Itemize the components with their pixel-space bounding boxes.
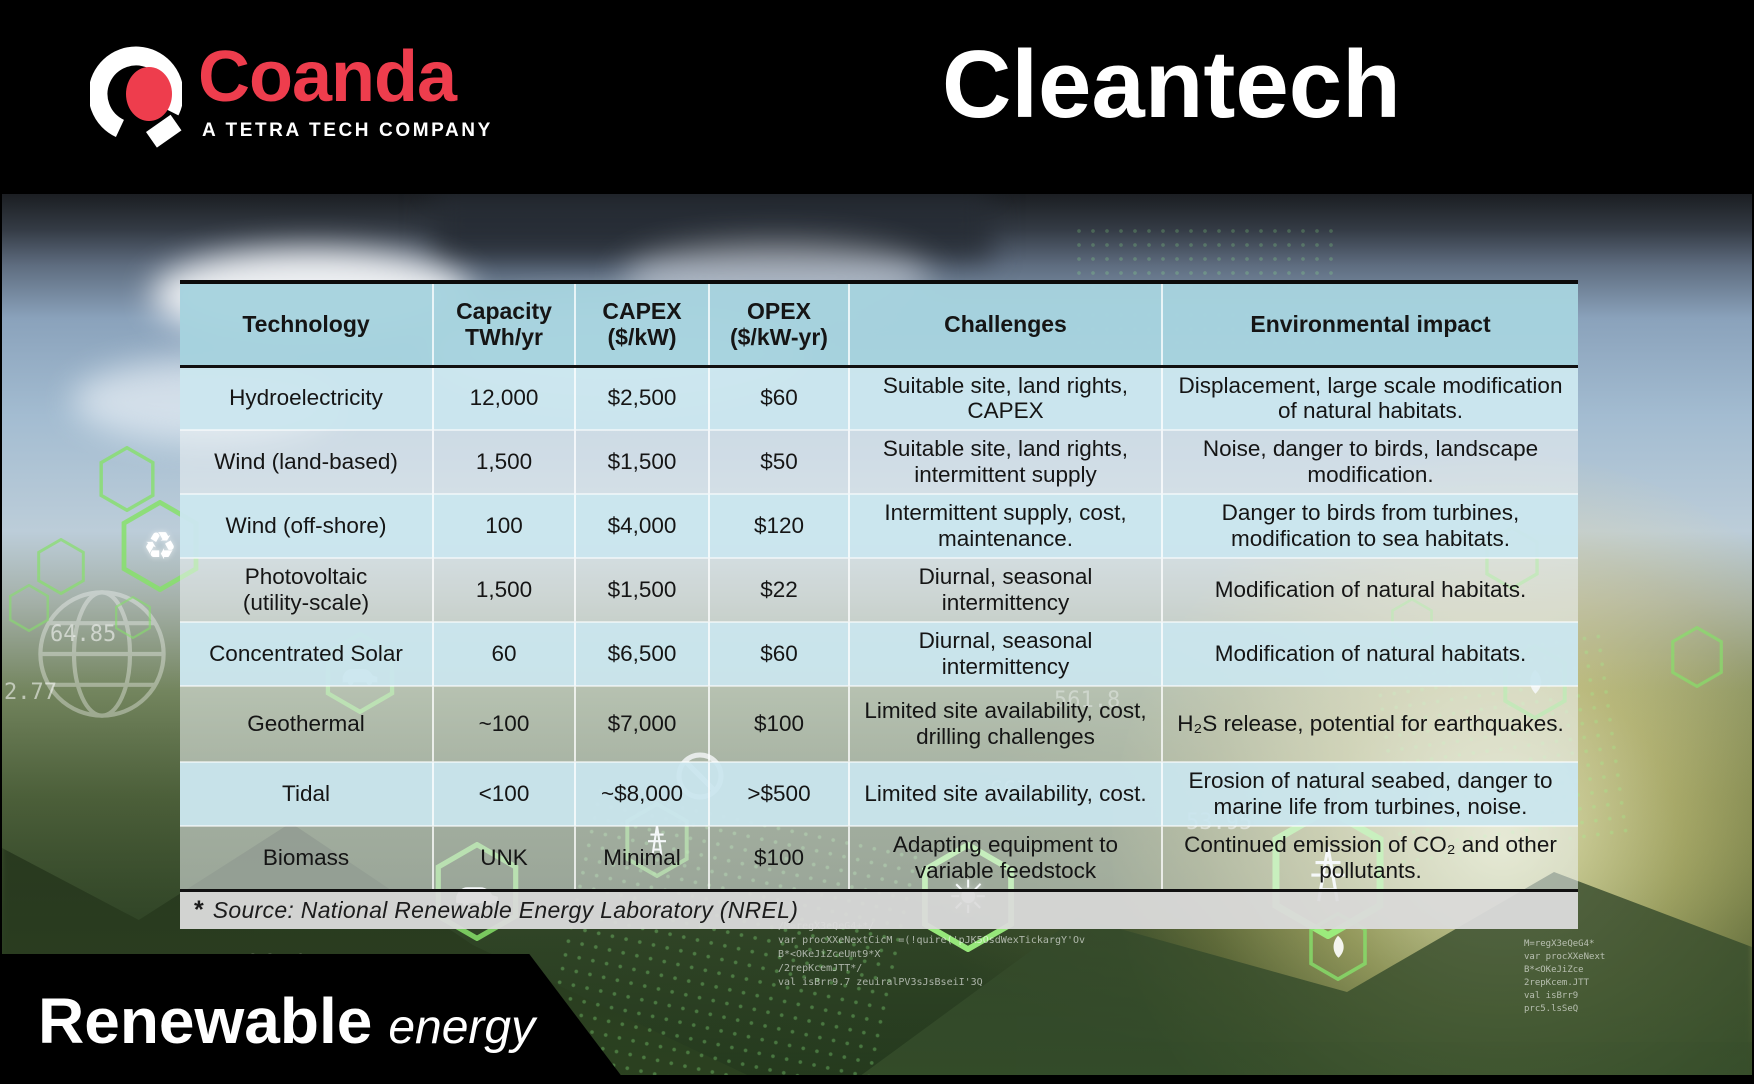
table-row-geothermal: Geothermal ~100 $7,000 $100 Limited site… — [180, 685, 1578, 762]
cell-opex: $120 — [708, 493, 849, 558]
table-row-hydroelectricity: Hydroelectricity 12,000 $2,500 $60 Suita… — [180, 366, 1578, 430]
table-row-tidal: Tidal <100 ~$8,000 >$500 Limited site av… — [180, 761, 1578, 826]
column-header-challenges: Challenges — [848, 282, 1162, 368]
brand-name: Coanda — [198, 37, 457, 117]
cell-technology: Concentrated Solar — [180, 621, 433, 686]
source-text: Source: National Renewable Energy Labora… — [212, 896, 799, 923]
cell-capacity: ~100 — [432, 685, 575, 762]
source-asterisk: * — [194, 895, 204, 924]
footer-title-primary: Renewable — [38, 985, 373, 1057]
coanda-logo-mark-icon — [90, 46, 182, 148]
cell-technology: Wind (land-based) — [180, 429, 433, 494]
hexagon-decoration — [36, 538, 86, 595]
cloud-decoration — [72, 359, 342, 443]
leaf-icon — [1308, 912, 1368, 981]
table-row-photovoltaic: Photovoltaic (utility-scale) 1,500 $1,500… — [180, 557, 1578, 622]
cell-opex: $22 — [708, 557, 849, 622]
cell-impact: Modification of natural habitats. — [1161, 557, 1578, 622]
cell-capex: $1,500 — [574, 557, 709, 622]
globe-icon — [38, 590, 166, 718]
cell-challenges: Suitable site, land rights, CAPEX — [848, 366, 1162, 430]
cell-capex: $1,500 — [574, 429, 709, 494]
coanda-logo: Coanda A TETRA TECH COMPANY — [90, 30, 510, 170]
column-header-impact: Environmental impact — [1161, 282, 1578, 368]
source-note: * Source: National Renewable Energy Labo… — [180, 891, 1578, 929]
table-row-wind-offshore: Wind (off-shore) 100 $4,000 $120 Intermi… — [180, 493, 1578, 558]
cell-capex: $7,000 — [574, 685, 709, 762]
column-header-opex: OPEX ($/kW-yr) — [708, 282, 849, 368]
cell-challenges: Diurnal, seasonal intermittency — [848, 557, 1162, 622]
column-header-capacity: Capacity TWh/yr — [432, 282, 575, 368]
cell-technology: Wind (off-shore) — [180, 493, 433, 558]
hexagon-decoration — [114, 596, 152, 639]
cell-impact: Modification of natural habitats. — [1161, 621, 1578, 686]
cell-technology: Tidal — [180, 761, 433, 826]
cell-impact: Displacement, large scale modification o… — [1161, 366, 1578, 430]
cell-technology: Geothermal — [180, 685, 433, 762]
cell-opex: $60 — [708, 621, 849, 686]
cell-capacity: 12,000 — [432, 366, 575, 430]
table-header-row: Technology Capacity TWh/yr CAPEX ($/kW) OP… — [180, 282, 1578, 368]
cell-capacity: 100 — [432, 493, 575, 558]
cell-opex: $50 — [708, 429, 849, 494]
recycle-icon: ♻ — [142, 524, 178, 568]
cell-opex: $100 — [708, 685, 849, 762]
cell-capacity: UNK — [432, 825, 575, 892]
brand-tagline: A TETRA TECH COMPANY — [202, 120, 493, 141]
cell-impact: Continued emission of CO₂ and other poll… — [1161, 825, 1578, 892]
cell-challenges: Intermittent supply, cost, maintenance. — [848, 493, 1162, 558]
cell-capex: $2,500 — [574, 366, 709, 430]
column-header-technology: Technology — [180, 282, 433, 368]
cell-challenges: Suitable site, land rights, intermittent… — [848, 429, 1162, 494]
footer-title-secondary: energy — [388, 1001, 536, 1054]
cell-impact: Noise, danger to birds, landscape modifi… — [1161, 429, 1578, 494]
background-number: 2.77 — [4, 680, 57, 705]
cell-impact: Erosion of natural seabed, danger to mar… — [1161, 761, 1578, 826]
cell-technology: Biomass — [180, 825, 433, 892]
cell-capex: Minimal — [574, 825, 709, 892]
hexagon-decoration — [1670, 626, 1724, 688]
table-row-wind-land: Wind (land-based) 1,500 $1,500 $50 Suita… — [180, 429, 1578, 494]
background-number: 64.85 — [50, 622, 117, 647]
footer-banner: Renewable energy — [2, 954, 626, 1082]
column-header-capex: CAPEX ($/kW) — [574, 282, 709, 368]
cell-capacity: 60 — [432, 621, 575, 686]
cell-opex: $100 — [708, 825, 849, 892]
cell-technology: Photovoltaic (utility-scale) — [180, 557, 433, 622]
cell-impact: Danger to birds from turbines, modificat… — [1161, 493, 1578, 558]
page-title: Cleantech — [942, 31, 1401, 138]
cell-capacity: 1,500 — [432, 429, 575, 494]
cell-challenges: Limited site availability, cost. — [848, 761, 1162, 826]
renewables-table: Technology Capacity TWh/yr CAPEX ($/kW) OP… — [180, 280, 1578, 929]
hexagon-decoration — [98, 446, 156, 512]
cell-challenges: Limited site availability, cost, drillin… — [848, 685, 1162, 762]
cell-challenges: Adapting equipment to variable feedstock — [848, 825, 1162, 892]
cell-challenges: Diurnal, seasonal intermittency — [848, 621, 1162, 686]
bottom-border — [2, 1075, 1752, 1082]
cell-opex: $60 — [708, 366, 849, 430]
header-bar: Coanda A TETRA TECH COMPANY Cleantech — [2, 2, 1752, 194]
cell-technology: Hydroelectricity — [229, 385, 383, 411]
hexagon-decoration — [1308, 912, 1368, 981]
hexagon-decoration — [8, 584, 50, 632]
cell-capacity: 1,500 — [432, 557, 575, 622]
cell-impact: H₂S release, potential for earthquakes. — [1161, 685, 1578, 762]
table-row-concentrated-solar: Concentrated Solar 60 $6,500 $60 Diurnal… — [180, 621, 1578, 686]
cell-capex: $6,500 — [574, 621, 709, 686]
background-code: /M=regX3eQeG4+*/ var procXXeNextCicM =(!… — [778, 921, 1086, 988]
cell-capex: ~$8,000 — [574, 761, 709, 826]
cell-opex: >$500 — [708, 761, 849, 826]
table-row-biomass: Biomass UNK Minimal $100 Adapting equipm… — [180, 825, 1578, 892]
cell-capex: $4,000 — [574, 493, 709, 558]
background-code: M=regX3eQeG4* var procXXeNext B*<OKeJiZc… — [1524, 939, 1606, 1014]
cell-capacity: <100 — [432, 761, 575, 826]
